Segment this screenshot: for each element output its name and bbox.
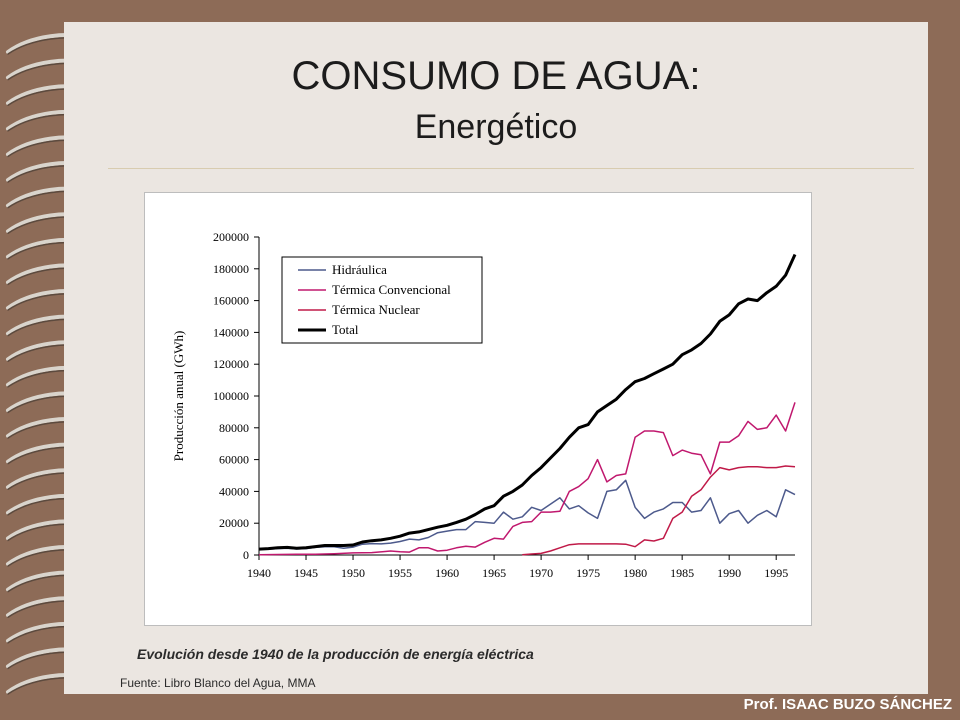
y-tick-label: 100000 (213, 389, 249, 403)
series-line-2 (522, 465, 796, 556)
y-tick-label: 20000 (219, 516, 249, 530)
series-line-0 (258, 479, 796, 551)
x-tick-label: 1990 (717, 566, 741, 580)
legend-label: Térmica Convencional (332, 282, 451, 297)
y-tick-label: 180000 (213, 262, 249, 276)
legend-label: Total (332, 322, 359, 337)
x-tick-label: 1950 (341, 566, 365, 580)
x-tick-label: 1960 (435, 566, 459, 580)
y-tick-label: 200000 (213, 230, 249, 244)
legend-label: Térmica Nuclear (332, 302, 420, 317)
series-line-1 (258, 402, 796, 556)
y-tick-label: 40000 (219, 484, 249, 498)
x-tick-label: 1980 (623, 566, 647, 580)
x-tick-label: 1985 (670, 566, 694, 580)
x-tick-label: 1945 (294, 566, 318, 580)
page-title: CONSUMO DE AGUA: (291, 54, 701, 98)
y-tick-label: 120000 (213, 357, 249, 371)
legend-label: Hidráulica (332, 262, 387, 277)
y-tick-label: 140000 (213, 325, 249, 339)
series-line-3 (258, 253, 797, 551)
x-tick-label: 1965 (482, 566, 506, 580)
y-tick-label: 160000 (213, 294, 249, 308)
x-tick-label: 1995 (764, 566, 788, 580)
y-axis-label: Producción anual (GWh) (171, 331, 186, 462)
x-tick-label: 1975 (576, 566, 600, 580)
author-credit: Prof. ISAAC BUZO SÁNCHEZ (743, 696, 952, 713)
y-tick-label: 0 (243, 548, 249, 562)
x-tick-label: 1970 (529, 566, 553, 580)
chart-frame: 0 20000 40000 60000 80000 100000 120000 140000 1… (144, 192, 812, 626)
y-tick-label: 60000 (219, 453, 249, 467)
page-subtitle: Energético (414, 108, 578, 146)
x-tick-label: 1955 (388, 566, 412, 580)
title-divider (108, 168, 914, 169)
chart-caption: Evolución desde 1940 de la producción de… (137, 646, 534, 662)
y-tick-label: 80000 (219, 421, 249, 435)
x-tick-label: 1940 (247, 566, 271, 580)
source-note: Fuente: Libro Blanco del Agua, MMA (120, 676, 316, 690)
line-chart: 0 20000 40000 60000 80000 100000 120000 140000 1… (171, 230, 797, 580)
